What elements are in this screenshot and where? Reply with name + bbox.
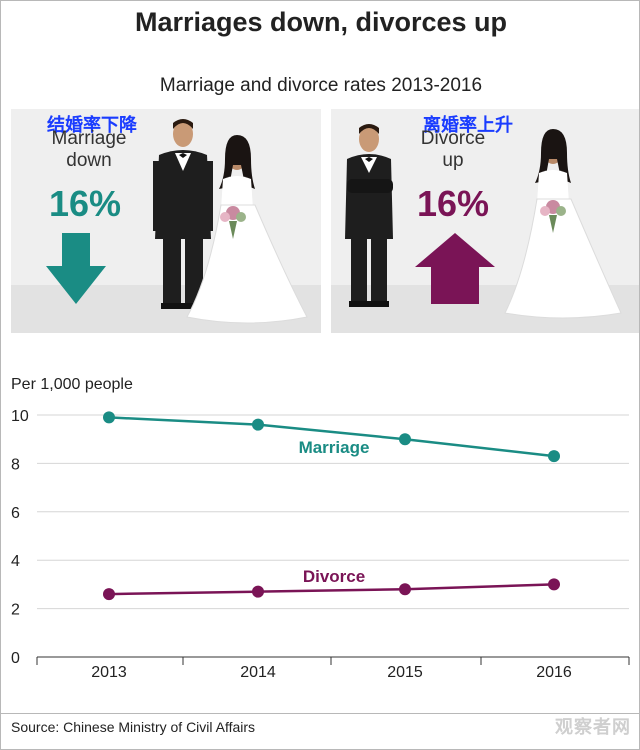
marriage-label-line1: Marriage: [51, 128, 127, 149]
x-tick-labels: 2013 2014 2015 2016: [91, 664, 572, 681]
arrow-down-icon: [46, 233, 106, 304]
data-point-marriage: [103, 411, 115, 424]
x-tick-label: 2016: [536, 664, 572, 681]
divorce-label-line1: Divorce: [420, 128, 486, 149]
bride-figure: [504, 129, 622, 319]
arrow-up-icon: [415, 233, 495, 304]
data-point-divorce: [548, 578, 560, 591]
y-tick-label: 6: [11, 505, 20, 522]
source-note: Source: Chinese Ministry of Civil Affair…: [11, 719, 256, 735]
y-tick-label: 8: [11, 456, 20, 473]
divorce-panel: 离婚率上升 Divorce up 16%: [331, 109, 639, 333]
marriage-illustration: [46, 119, 308, 324]
series-line-marriage: [108, 416, 555, 458]
series-label-divorce: Divorce: [303, 567, 365, 586]
marriage-cn-label: 结婚率下降: [47, 115, 137, 135]
y-tick-label: 2: [11, 602, 20, 619]
data-point-marriage: [252, 418, 264, 431]
y-tick-label: 0: [11, 650, 20, 667]
divorce-percent: 16%: [417, 183, 490, 224]
divorce-cn-label: 离婚率上升: [423, 115, 513, 135]
data-point-divorce: [399, 583, 411, 596]
source-divider: [1, 713, 639, 714]
groom-figure: [345, 124, 393, 307]
data-point-divorce: [252, 585, 264, 598]
series-line-divorce: [108, 583, 555, 596]
series-label-marriage: Marriage: [299, 438, 370, 457]
x-tick-label: 2014: [240, 664, 276, 681]
bride-figure: [186, 135, 308, 324]
data-point-marriage: [399, 433, 411, 446]
y-tick-label: 4: [11, 553, 20, 570]
groom-figure: [153, 119, 213, 309]
marriage-percent: 16%: [49, 183, 122, 224]
chart-grid: [36, 414, 630, 665]
x-tick-label: 2013: [91, 664, 127, 681]
marriage-label: Marriage down: [31, 128, 147, 172]
y-tick-labels: 0 2 4 6 8 10: [11, 408, 29, 667]
x-tick-label: 2015: [387, 664, 423, 681]
data-point-divorce: [103, 588, 115, 601]
y-axis-label: Per 1,000 people: [11, 376, 133, 393]
data-point-marriage: [548, 450, 560, 463]
y-tick-label: 10: [11, 408, 29, 425]
divorce-label-line2: up: [442, 150, 464, 171]
marriage-label-line2: down: [66, 150, 112, 171]
page-title: Marriages down, divorces up: [134, 7, 508, 37]
watermark: 观察者网: [555, 717, 631, 737]
divorce-illustration: [345, 124, 622, 319]
divorce-label: Divorce up: [403, 128, 503, 172]
chart-series: Marriage Divorce: [103, 411, 560, 601]
marriage-panel: 结婚率下降 Marriage down 16%: [11, 109, 321, 333]
page-subtitle: Marriage and divorce rates 2013-2016: [159, 75, 483, 96]
